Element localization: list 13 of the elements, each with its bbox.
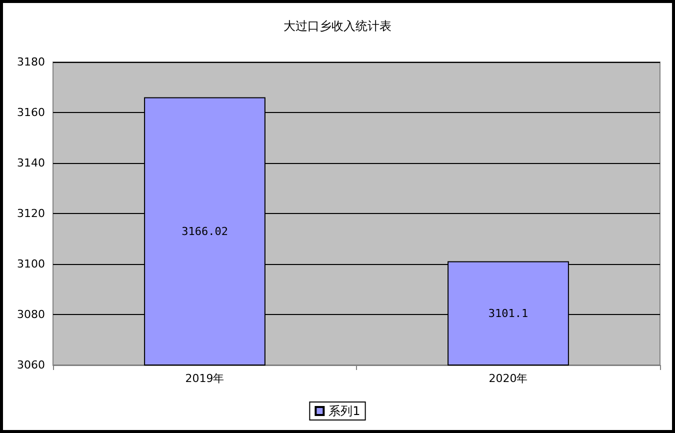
x-tick-label: 2020年: [488, 372, 528, 385]
y-tick-label: 3160: [17, 106, 45, 119]
y-tick-label: 3120: [17, 207, 45, 220]
x-tick-label: 2019年: [185, 372, 224, 385]
y-tick-label: 3180: [17, 56, 45, 68]
data-label: 3166.02: [182, 224, 228, 238]
chart-title: 大过口乡收入统计表: [284, 19, 392, 33]
y-tick-label: 3060: [17, 358, 45, 372]
y-tick-label: 3100: [17, 258, 45, 270]
y-tick-label: 3140: [17, 156, 45, 170]
data-label: 3101.1: [488, 306, 528, 320]
legend-label: 系列1: [328, 404, 360, 418]
y-tick-label: 3080: [17, 308, 45, 321]
